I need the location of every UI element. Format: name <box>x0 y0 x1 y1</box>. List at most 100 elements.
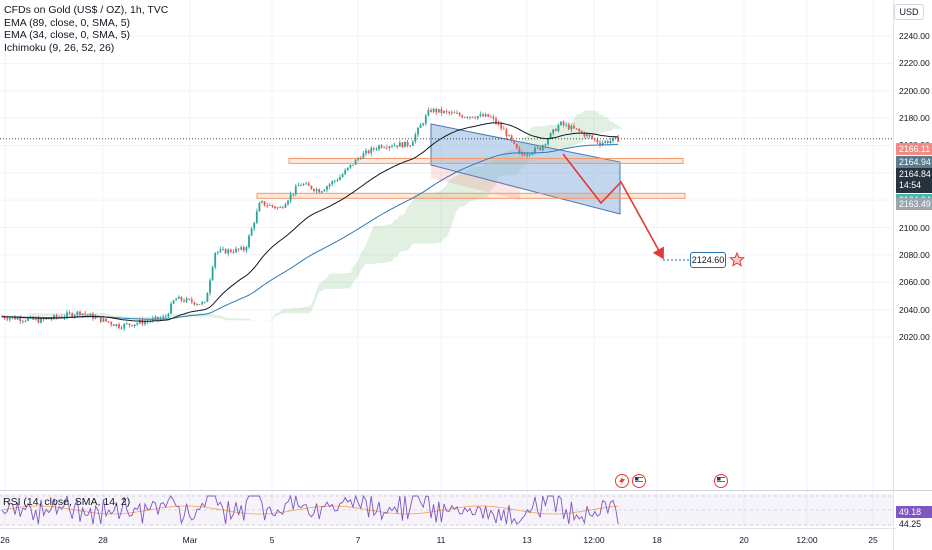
ichimoku-cloud-segment <box>418 192 421 244</box>
candle-body <box>310 185 313 190</box>
ichimoku-cloud-segment <box>397 215 400 257</box>
candle-body <box>547 139 549 145</box>
ichimoku-cloud-segment <box>329 273 333 289</box>
candle-body <box>68 312 71 314</box>
time-tick-label: 12:00 <box>583 535 605 545</box>
flag-canton <box>635 477 639 481</box>
candle-body <box>596 139 599 143</box>
rsi-line[interactable] <box>1 494 619 525</box>
ema89-legend[interactable]: EMA (89, close, 0, SMA, 5) <box>4 16 131 29</box>
ichimoku-cloud-segment <box>412 193 416 244</box>
candle-body <box>123 323 126 329</box>
candle-body <box>346 167 349 171</box>
candle-body <box>354 159 357 165</box>
candle-body <box>71 313 74 317</box>
rsi-pane[interactable] <box>0 494 893 526</box>
ichimoku-cloud-segment <box>594 110 598 136</box>
candle-body <box>344 170 347 175</box>
candle-body <box>417 127 419 135</box>
candle-body <box>448 111 451 114</box>
ichimoku-cloud-segment <box>249 318 252 321</box>
candle-body <box>469 116 471 118</box>
us-flag-event-icon[interactable] <box>714 474 728 488</box>
ichimoku-cloud-segment <box>303 306 307 314</box>
candle-body <box>331 181 334 185</box>
candle-body <box>141 320 144 325</box>
ichimoku-cloud-segment <box>368 232 372 265</box>
candle-body <box>492 116 495 119</box>
ichimoku-cloud-segment <box>210 313 213 317</box>
us-flag-event-icon[interactable] <box>632 474 646 488</box>
ichimoku-cloud-segment <box>272 313 275 321</box>
economic-event-icon[interactable] <box>615 474 629 488</box>
support-zone[interactable] <box>256 192 686 199</box>
forecast-arrow[interactable] <box>562 153 664 260</box>
ema34-line[interactable] <box>1 122 619 322</box>
candle-body <box>505 129 508 137</box>
candle-body <box>6 318 9 320</box>
ichimoku-cloud-segment <box>607 117 611 132</box>
ichimoku-cloud-segment <box>275 312 278 317</box>
candle-body <box>474 117 477 119</box>
channel-fill[interactable] <box>430 123 621 215</box>
symbol-title[interactable]: CFDs on Gold (US$ / OZ), 1h, TVC <box>4 4 169 16</box>
support-zone[interactable] <box>288 157 684 164</box>
candle-body <box>203 301 206 303</box>
candle-body <box>398 142 401 147</box>
ichimoku-cloud-segment <box>373 225 377 265</box>
candle-body <box>89 313 92 316</box>
ema34-legend[interactable]: EMA (34, close, 0, SMA, 5) <box>4 29 131 41</box>
candle-body <box>383 147 386 149</box>
rsi-legend[interactable]: RSI (14, close, SMA, 14, 2) <box>3 496 131 508</box>
candle-body <box>170 303 172 314</box>
ichimoku-cloud-segment <box>394 219 398 257</box>
candle-body <box>206 293 209 302</box>
candle-body <box>536 147 539 149</box>
ichimoku-cloud-segment <box>324 277 327 289</box>
candle-body <box>445 111 448 112</box>
ichimoku-cloud-segment <box>610 121 613 132</box>
candle-body <box>188 298 191 300</box>
ichimoku-cloud-segment <box>597 111 600 134</box>
candle-body <box>294 186 297 194</box>
rsi-value-tag: 49.18 <box>896 506 932 518</box>
candle-body <box>328 184 331 187</box>
ichimoku-cloud-segment <box>327 273 330 289</box>
candle-body <box>614 137 617 138</box>
candle-body <box>401 142 404 148</box>
star-icon[interactable] <box>729 251 745 267</box>
rsi-ma-line[interactable] <box>1 505 619 515</box>
time-tick-label: 18 <box>652 535 662 545</box>
candle-body <box>359 158 362 160</box>
candle-body <box>250 228 253 236</box>
chart-legend: CFDs on Gold (US$ / OZ), 1h, TVC EMA (89… <box>4 4 168 54</box>
ichimoku-cloud-segment <box>290 307 294 314</box>
ichimoku-cloud-segment <box>342 272 346 289</box>
ichimoku-legend[interactable]: Ichimoku (9, 26, 52, 26) <box>4 41 115 54</box>
target-price-label[interactable]: 2124.60 <box>690 252 726 268</box>
currency-button[interactable]: USD <box>894 4 924 20</box>
candle-body <box>435 108 438 113</box>
candle-body <box>609 140 612 144</box>
price-tick-label: 2240.00 <box>899 31 930 41</box>
ichimoku-cloud-segment <box>230 318 234 321</box>
ichimoku-cloud-segment <box>436 191 439 244</box>
ichimoku-cloud-segment <box>389 223 392 262</box>
candle-body <box>326 186 328 190</box>
ichimoku-cloud-segment <box>366 237 369 265</box>
ichimoku-cloud-segment <box>311 297 314 312</box>
time-tick-label: 7 <box>355 535 361 545</box>
ichimoku-cloud-segment <box>589 110 593 138</box>
candle-body <box>567 124 570 130</box>
candle-body <box>500 123 503 129</box>
ichimoku-cloud-segment <box>428 192 431 244</box>
candle-body <box>40 318 42 323</box>
candle-body <box>102 318 105 322</box>
candle-body <box>323 189 326 192</box>
ichimoku-cloud-segment <box>402 212 405 252</box>
ichimoku-cloud-segment <box>353 263 356 283</box>
ichimoku-cloud-segment <box>444 185 447 240</box>
candle-body <box>196 304 198 305</box>
